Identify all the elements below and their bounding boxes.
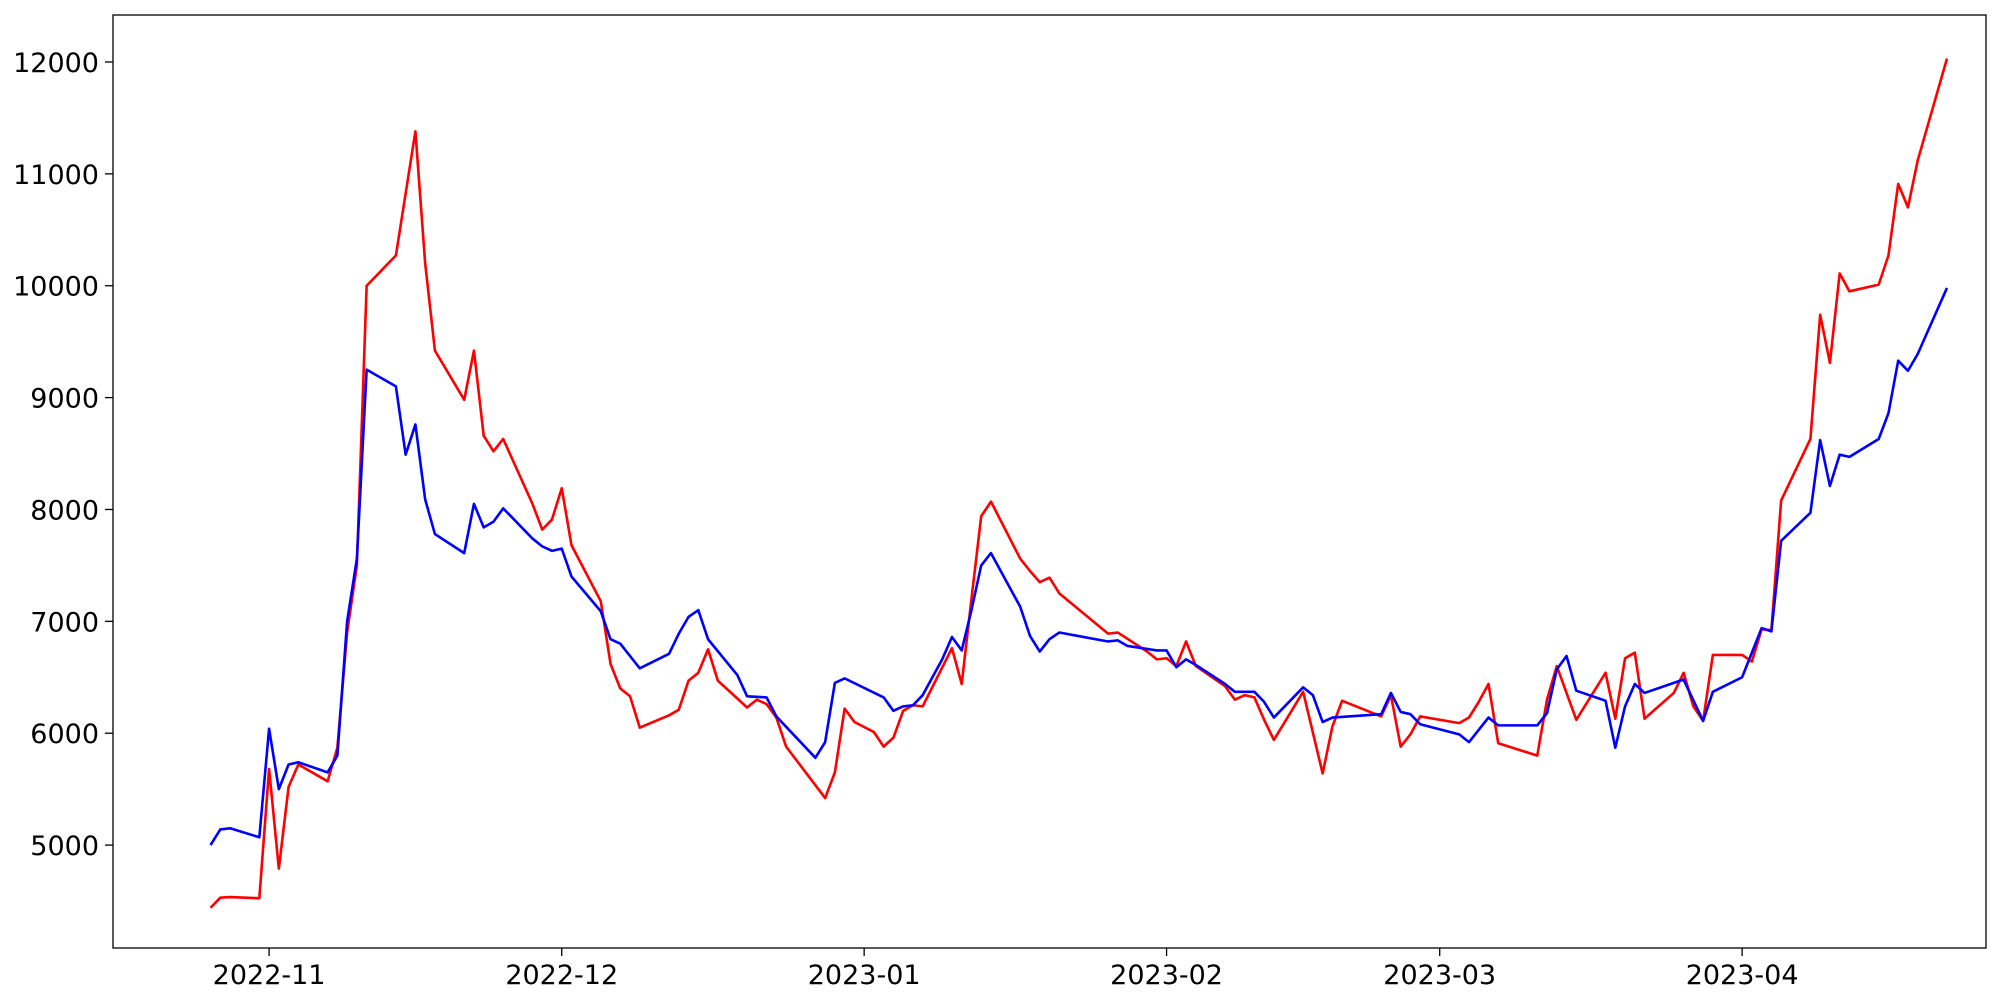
y-tick-label: 11000 [13,160,99,191]
y-tick-label: 5000 [30,831,99,862]
series-line-2 [209,287,1949,846]
x-tick-label: 2023-02 [1110,960,1223,991]
x-tick-label: 2023-04 [1686,960,1799,991]
y-tick-label: 12000 [13,48,99,79]
plot-area-frame [112,14,1987,949]
series-lines [209,58,1949,909]
y-tick-label: 9000 [30,384,99,415]
y-axis: 5000 6000 7000 8000 9000 10000 11000 12000 [13,48,113,862]
x-tick-label: 2023-03 [1383,960,1496,991]
y-tick-label: 10000 [13,272,99,303]
x-tick-label: 2022-11 [213,960,326,991]
x-axis: 2022-11 2022-12 2023-01 2023-02 2023-03 2023-… [213,948,1799,991]
y-tick-label: 7000 [30,607,99,638]
x-tick-label: 2023-01 [808,960,921,991]
y-tick-label: 8000 [30,495,99,526]
y-tick-label: 6000 [30,719,99,750]
series-line-1 [209,58,1949,909]
x-tick-label: 2022-12 [505,960,618,991]
